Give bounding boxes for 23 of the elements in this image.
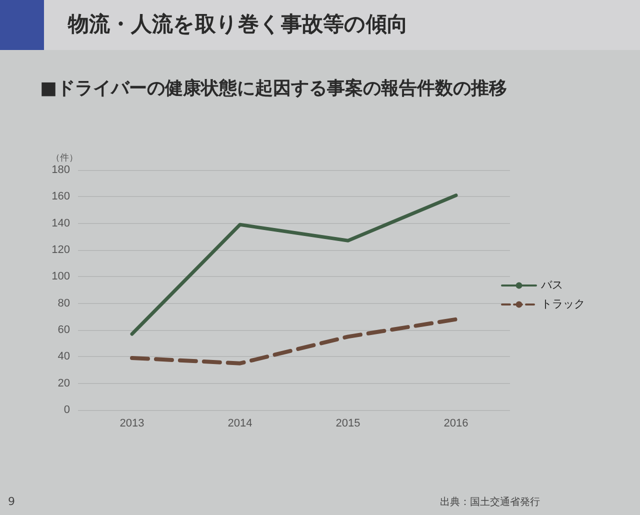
text: 9 (8, 495, 15, 508)
y-tick-label: 160 (52, 190, 70, 203)
y-tick-label: 80 (58, 297, 70, 310)
x-tick-label: 2016 (444, 418, 468, 430)
y-tick-label: 60 (58, 324, 70, 336)
y-tick-label: 40 (58, 350, 70, 363)
y-tick-label: 140 (52, 217, 70, 230)
y-tick-label: 120 (52, 244, 70, 256)
y-tick-label: 0 (64, 404, 70, 416)
source-note: 出典：国土交通省発行 (440, 496, 540, 509)
legend-label: バス (540, 280, 563, 292)
x-tick-label: 2013 (120, 418, 144, 430)
chart-title: 物流・人流を取り巻く事故等の傾向 (68, 11, 408, 38)
line-series (130, 194, 458, 336)
y-tick-label: 20 (58, 377, 70, 390)
y-tick-label: 100 (52, 270, 70, 283)
line-series (130, 317, 458, 366)
y-tick-label: 180 (52, 164, 70, 176)
y-axis-title: （件） (51, 152, 78, 162)
x-tick-label: 2015 (336, 418, 360, 430)
legend-label: トラック (541, 298, 585, 310)
chart-subtitle: ■ドライバーの健康状態に起因する事案の報告件数の推移 (40, 77, 508, 100)
x-tick-label: 2014 (228, 418, 252, 430)
